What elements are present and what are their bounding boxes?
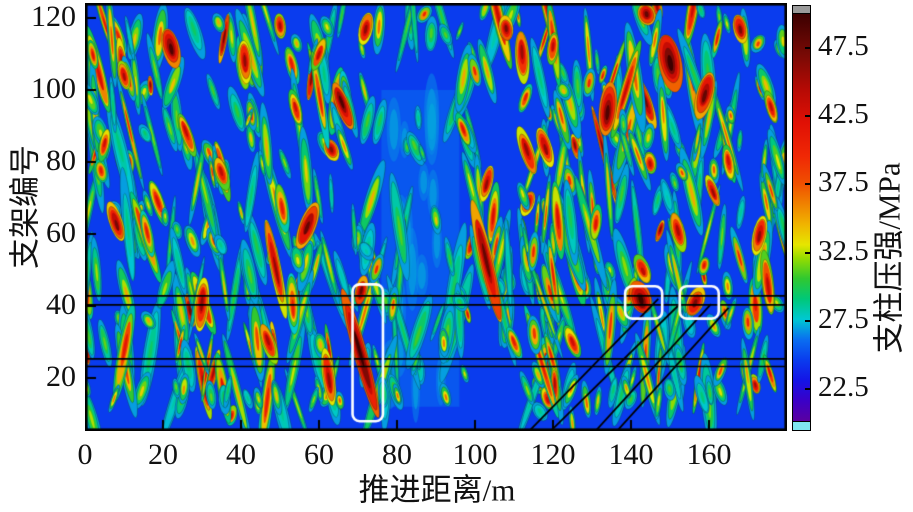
x-axis-title: 推进距离/m [358,472,516,508]
heatmap-canvas [85,3,787,431]
y-tick-label: 100 [31,72,76,105]
x-tick-label: 140 [608,438,654,471]
colorbar-tick-label: 42.5 [818,98,869,131]
x-tick-label: 40 [226,438,256,471]
colorbar-tick [805,251,810,254]
x-tick-label: 20 [148,438,178,471]
colorbar-bottom-cap [793,421,810,430]
colorbar-tick [805,47,810,50]
y-tick-label: 60 [46,216,76,249]
x-tick-label: 160 [686,438,732,471]
y-tick-label: 120 [31,0,76,33]
colorbar-tick [805,387,810,390]
colorbar-top-cap [793,6,810,14]
x-tick-label: 0 [77,438,93,471]
colorbar-tick-label: 47.5 [818,30,869,63]
colorbar [792,5,811,431]
colorbar-tick [805,115,810,118]
colorbar-tick-label: 32.5 [818,234,869,267]
plot-area [85,3,787,431]
colorbar-tick-label: 37.5 [818,166,869,199]
colorbar-tick-label: 22.5 [818,370,869,403]
x-tick-label: 100 [452,438,498,471]
y-tick-label: 20 [46,360,76,393]
colorbar-tick-label: 27.5 [818,302,869,335]
colorbar-tick [805,183,810,186]
x-tick-label: 120 [530,438,576,471]
colorbar-title: 支柱压强/MPa [871,162,907,354]
y-tick-label: 40 [46,288,76,321]
y-tick-label: 80 [46,144,76,177]
colorbar-tick [805,319,810,322]
x-tick-label: 60 [304,438,334,471]
x-tick-label: 80 [382,438,412,471]
colorbar-gradient [793,14,810,421]
